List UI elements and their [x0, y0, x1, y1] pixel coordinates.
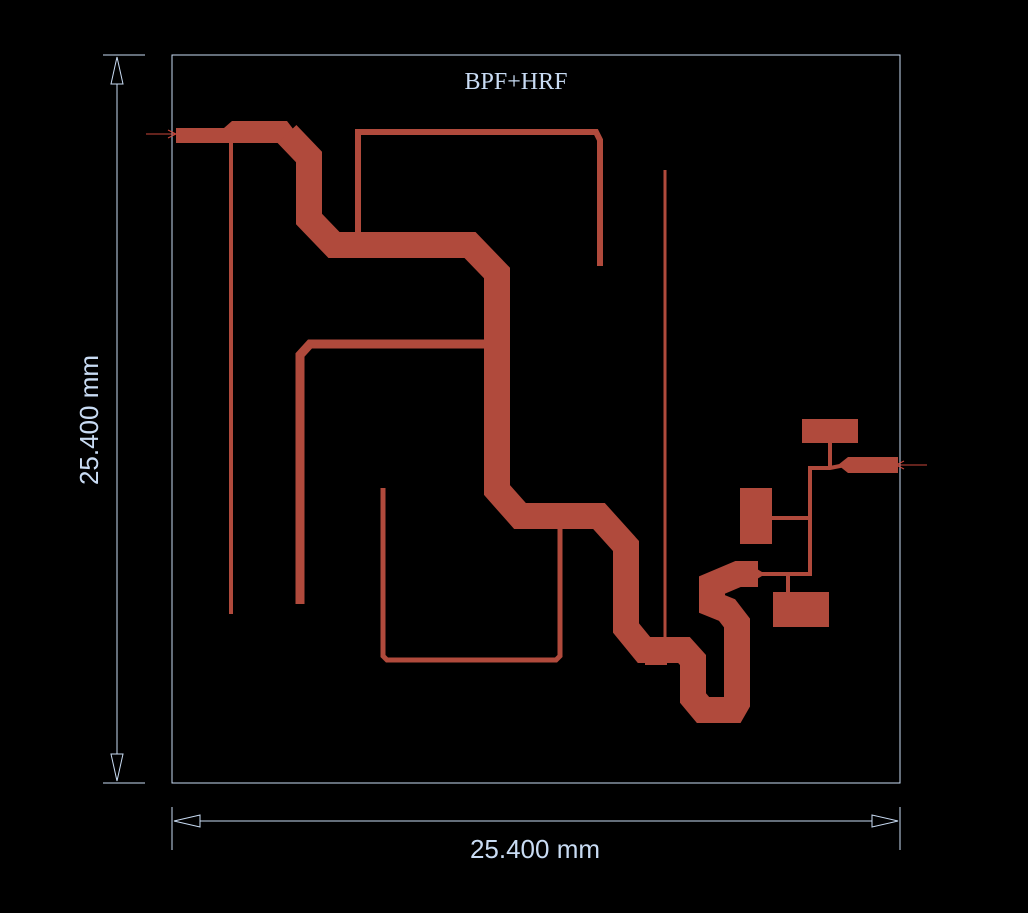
- output-feed-line: [838, 457, 898, 473]
- hrf-network-line: [758, 463, 846, 576]
- port-output-marker: [894, 460, 927, 470]
- hrf-pad-top: [802, 419, 858, 443]
- dim-arrow-up-icon: [110, 56, 124, 85]
- port-input-marker: [146, 129, 178, 139]
- hrf-pad-left: [740, 488, 772, 544]
- input-feed-line: [176, 121, 297, 143]
- meander-end-pad: [645, 637, 667, 665]
- height-dimension: 25.400 mm: [74, 54, 145, 784]
- copper-layer: [176, 121, 898, 723]
- width-dimension-text: 25.400 mm: [470, 834, 600, 864]
- dim-arrow-down-icon: [110, 753, 124, 782]
- height-dimension-text: 25.400 mm: [74, 355, 104, 485]
- coupled-line-top: [355, 129, 603, 266]
- width-dimension: 25.400 mm: [171, 807, 901, 864]
- coupled-line-middle: [295, 339, 486, 604]
- dim-arrow-right-icon: [871, 814, 899, 828]
- coupled-line-loop: [380, 488, 563, 663]
- board-label: BPF+HRF: [465, 69, 568, 95]
- hrf-taper: [752, 566, 762, 582]
- dim-arrow-left-icon: [173, 814, 201, 828]
- board-outline: [171, 54, 901, 784]
- hrf-pad-bottom: [773, 592, 829, 627]
